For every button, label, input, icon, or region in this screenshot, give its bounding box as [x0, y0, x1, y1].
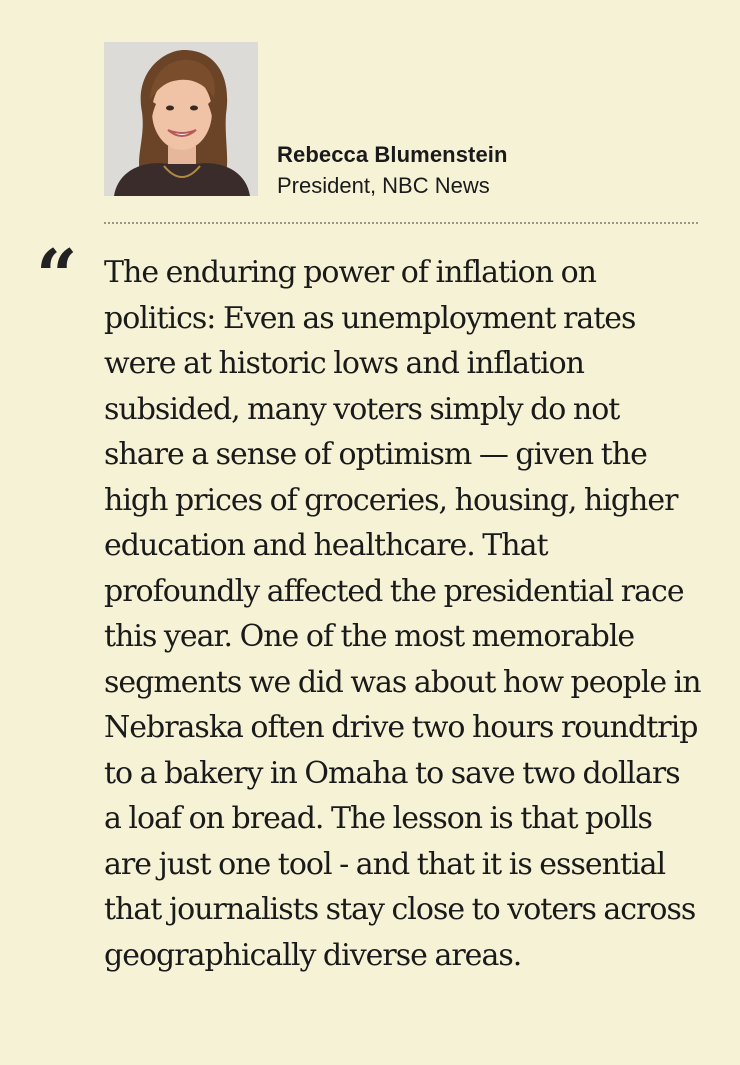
author-byline: Rebecca Blumenstein President, NBC News — [277, 140, 508, 202]
dotted-divider — [104, 222, 698, 224]
quote-mark-icon: “ — [36, 233, 78, 318]
author-role: President, NBC News — [277, 173, 490, 198]
author-photo — [104, 42, 258, 196]
quote-text: The enduring power of inflation on polit… — [104, 255, 702, 973]
author-name: Rebecca Blumenstein — [277, 142, 508, 167]
